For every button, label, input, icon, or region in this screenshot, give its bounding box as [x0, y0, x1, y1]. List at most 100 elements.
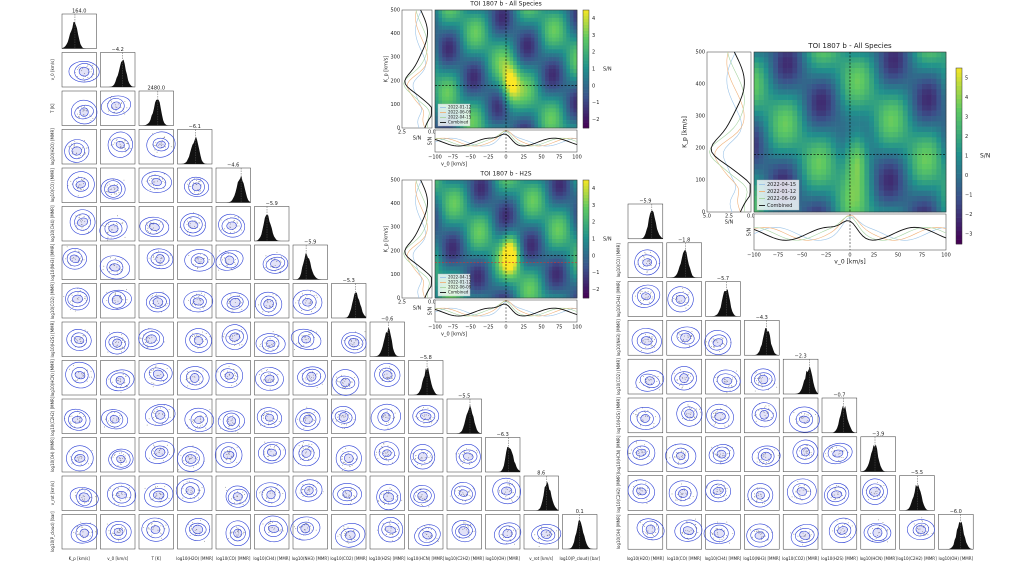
- sample-dot: [417, 464, 419, 466]
- sample-dot: [104, 426, 105, 428]
- heatmap-cell: [530, 33, 535, 38]
- sample-dot: [716, 411, 718, 413]
- sample-dot: [295, 528, 297, 530]
- sample-dot: [160, 303, 162, 305]
- sample-dot: [234, 341, 236, 343]
- sample-dot: [465, 525, 467, 527]
- contour: [187, 220, 199, 229]
- sample-dot: [426, 490, 428, 492]
- sample-dot: [198, 497, 200, 499]
- heatmap-cell: [495, 37, 500, 42]
- heatmap-cell: [449, 13, 454, 19]
- heatmap-cell: [491, 33, 496, 38]
- sample-dot: [198, 261, 200, 263]
- heatmap-cell: [527, 29, 532, 34]
- heatmap-cell: [509, 21, 514, 27]
- sample-dot: [723, 537, 725, 539]
- heatmap-cell: [555, 80, 560, 86]
- heatmap-cell: [484, 29, 489, 34]
- heatmap-cell: [523, 53, 528, 58]
- y-axis-label: log10(C2H2) [MMR]: [616, 473, 621, 513]
- sample-dot: [801, 499, 803, 501]
- sample-dot: [151, 378, 152, 380]
- sample-dot: [236, 221, 238, 223]
- sample-dot: [77, 187, 78, 189]
- heatmap-cell: [527, 33, 532, 38]
- sample-dot: [164, 146, 166, 148]
- heatmap-cell: [562, 13, 567, 19]
- sample-dot: [81, 488, 83, 489]
- sample-dot: [457, 495, 459, 497]
- sample-dot: [684, 303, 686, 305]
- sample-dot: [341, 470, 343, 472]
- heatmap-cell: [562, 72, 567, 78]
- sample-dot: [321, 383, 323, 385]
- x-axis-label: log10(CH4) [MMR]: [705, 556, 742, 561]
- panel: [138, 244, 174, 280]
- sample-dot: [347, 540, 349, 542]
- sample-dot: [152, 498, 154, 500]
- heatmap-cell: [520, 57, 525, 62]
- heatmap-cell: [474, 10, 478, 15]
- sample-dot: [111, 229, 112, 231]
- sample-dot: [275, 382, 277, 384]
- heatmap-cell: [527, 21, 532, 27]
- sample-dot: [147, 226, 149, 228]
- sample-dot: [313, 294, 315, 296]
- heatmap-cell: [534, 10, 539, 15]
- heatmap-cell: [548, 29, 553, 34]
- sample-dot: [804, 413, 806, 415]
- sample-dot: [715, 527, 717, 529]
- heatmap-cell: [488, 53, 493, 58]
- sample-dot: [754, 530, 755, 532]
- sample-dot: [653, 423, 655, 425]
- contour: [152, 137, 170, 152]
- sample-dot: [113, 188, 115, 190]
- sample-dot: [200, 415, 202, 416]
- heatmap-cell: [530, 53, 535, 58]
- sample-dot: [754, 390, 756, 392]
- sample-dot: [695, 408, 697, 410]
- heatmap-cell: [463, 45, 468, 50]
- sample-dot: [876, 482, 878, 484]
- sample-dot: [768, 378, 770, 380]
- contour: [67, 291, 88, 307]
- heatmap-cell: [506, 69, 510, 74]
- sample-dot: [273, 335, 275, 337]
- heatmap-cell: [541, 13, 546, 19]
- sample-dot: [87, 331, 89, 333]
- heatmap-cell: [445, 10, 450, 15]
- sample-dot: [316, 423, 318, 425]
- sample-dot: [308, 413, 310, 415]
- sample-dot: [711, 446, 713, 448]
- sample-dot: [108, 530, 110, 532]
- sample-dot: [643, 376, 645, 378]
- heatmap-cell: [527, 65, 532, 70]
- heatmap-cell: [527, 37, 532, 42]
- sample-dot: [341, 423, 343, 425]
- sample-dot: [263, 380, 265, 382]
- sample-dot: [469, 463, 470, 465]
- sample-dot: [151, 183, 153, 185]
- heatmap-cell: [537, 21, 542, 27]
- sample-dot: [198, 190, 200, 192]
- contour: [64, 139, 90, 163]
- heatmap-cell: [442, 10, 446, 15]
- sample-dot: [644, 412, 646, 413]
- sample-dot: [75, 222, 77, 224]
- sample-dot: [685, 307, 687, 309]
- sample-dot: [78, 217, 80, 219]
- sample-dot: [274, 445, 276, 447]
- heatmap-cell: [442, 45, 446, 50]
- y-axis-label: log10(HCN) [MMR]: [616, 435, 621, 473]
- sample-dot: [117, 215, 119, 217]
- sample-dot: [110, 257, 111, 259]
- heatmap-cell: [435, 21, 439, 27]
- sample-dot: [158, 144, 160, 146]
- sample-dot: [155, 142, 157, 144]
- heatmap-cell: [534, 17, 539, 23]
- sample-dot: [706, 487, 708, 489]
- sample-dot: [114, 111, 116, 113]
- heatmap-cell: [498, 80, 503, 86]
- sample-dot: [90, 496, 92, 498]
